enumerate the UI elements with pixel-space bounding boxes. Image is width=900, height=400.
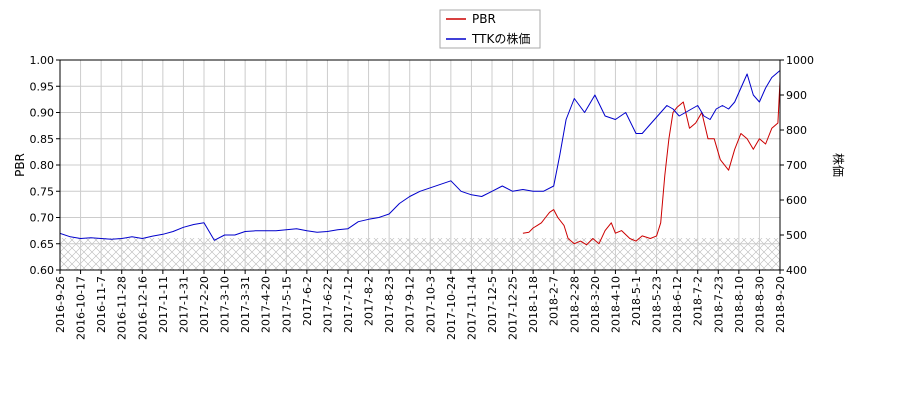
- right-tick-label: 1000: [786, 54, 814, 67]
- right-tick-label: 400: [786, 264, 807, 277]
- right-tick-label: 700: [786, 159, 807, 172]
- x-tick-label: 2018-5-1: [630, 276, 643, 326]
- x-axis: 2016-9-26 2016-10-17 2016-11-7 2016-11-28 20…: [54, 270, 787, 340]
- x-tick-label: 2018-2-7: [548, 276, 561, 326]
- left-tick-label: 0.80: [30, 159, 55, 172]
- left-tick-label: 0.95: [30, 80, 55, 93]
- x-tick-label: 2018-7-2: [692, 276, 705, 326]
- x-tick-label: 2018-7-23: [712, 276, 725, 333]
- x-tick-label: 2018-6-12: [671, 276, 684, 333]
- left-tick-label: 0.70: [30, 212, 55, 225]
- legend: PBR TTKの株価: [439, 9, 541, 49]
- x-tick-label: 2018-9-20: [774, 276, 787, 333]
- right-axis-label: 株価: [831, 153, 846, 177]
- x-tick-label: 2017-1-31: [177, 276, 190, 333]
- series-layer: [60, 70, 780, 246]
- x-tick-label: 2017-8-2: [363, 276, 376, 326]
- x-tick-label: 2017-7-12: [342, 276, 355, 333]
- x-tick-label: 2017-1-11: [157, 276, 170, 333]
- left-tick-label: 0.90: [30, 107, 55, 120]
- left-axis: 0.60 0.65 0.70 0.75 0.80 0.85 0.90 0.95 1.00: [30, 54, 60, 277]
- x-tick-label: 2017-12-5: [486, 276, 499, 333]
- x-tick-label: 2018-5-23: [651, 276, 664, 333]
- left-axis-label: PBR: [13, 153, 27, 177]
- x-tick-label: 2016-9-26: [54, 276, 67, 333]
- series-line-pbr: [522, 80, 780, 246]
- right-axis: 400 500 600 700 800 900 1000: [780, 54, 814, 277]
- x-tick-label: 2017-4-20: [260, 276, 273, 333]
- x-tick-label: 2016-11-7: [95, 276, 108, 333]
- x-tick-label: 2016-12-16: [136, 276, 149, 340]
- x-tick-label: 2016-11-28: [116, 276, 129, 340]
- x-tick-label: 2018-4-10: [609, 276, 622, 333]
- x-tick-label: 2018-3-20: [589, 276, 602, 333]
- x-tick-label: 2018-8-10: [733, 276, 746, 333]
- x-tick-label: 2017-6-22: [321, 276, 334, 333]
- right-tick-label: 900: [786, 89, 807, 102]
- x-tick-label: 2017-11-14: [465, 276, 478, 340]
- legend-label-ttk: TTKの株価: [471, 31, 530, 46]
- x-tick-label: 2016-10-17: [75, 276, 88, 340]
- x-tick-label: 2017-10-3: [424, 276, 437, 333]
- x-tick-label: 2017-3-31: [239, 276, 252, 333]
- x-tick-label: 2017-9-12: [404, 276, 417, 333]
- x-tick-label: 2017-5-15: [280, 276, 293, 333]
- shaded-band: [60, 238, 780, 270]
- left-tick-label: 0.65: [30, 238, 55, 251]
- right-tick-label: 600: [786, 194, 807, 207]
- right-tick-label: 800: [786, 124, 807, 137]
- left-tick-label: 1.00: [30, 54, 55, 67]
- x-tick-label: 2017-12-25: [507, 276, 520, 340]
- legend-box: [439, 9, 541, 49]
- x-tick-label: 2017-8-23: [383, 276, 396, 333]
- x-tick-label: 2017-3-10: [219, 276, 232, 333]
- right-tick-label: 500: [786, 229, 807, 242]
- x-tick-label: 2017-2-20: [198, 276, 211, 333]
- x-tick-label: 2018-2-28: [568, 276, 581, 333]
- left-tick-label: 0.75: [30, 185, 55, 198]
- x-tick-label: 2017-10-24: [445, 276, 458, 340]
- left-tick-label: 0.85: [30, 133, 55, 146]
- x-tick-label: 2018-1-18: [527, 276, 540, 333]
- series-line-ttk-price: [60, 70, 780, 241]
- left-tick-label: 0.60: [30, 264, 55, 277]
- legend-label-pbr: PBR: [472, 12, 496, 26]
- x-tick-label: 2017-6-2: [301, 276, 314, 326]
- x-tick-label: 2018-8-30: [753, 276, 766, 333]
